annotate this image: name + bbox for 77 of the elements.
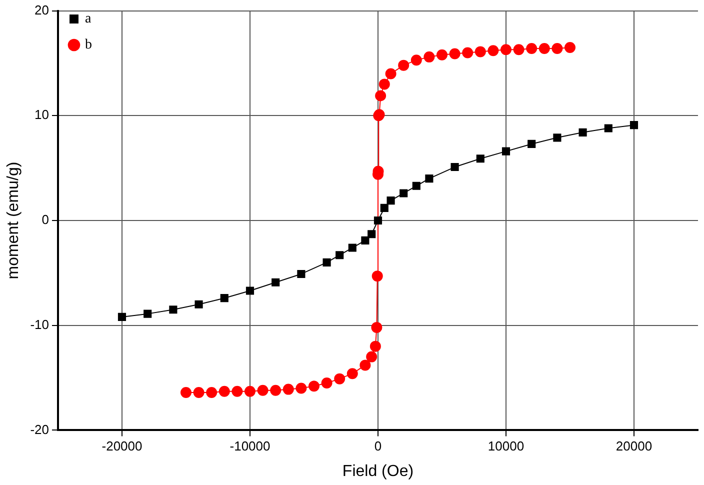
point xyxy=(246,286,254,295)
point xyxy=(424,51,435,62)
point xyxy=(385,68,396,80)
point xyxy=(564,42,576,53)
point xyxy=(334,373,346,384)
point xyxy=(375,90,386,102)
point xyxy=(372,270,383,282)
point xyxy=(578,128,587,136)
y-tick-label: 20 xyxy=(34,2,49,18)
point xyxy=(169,306,178,314)
point xyxy=(244,386,256,397)
point xyxy=(630,121,638,130)
point xyxy=(528,140,536,148)
point xyxy=(193,386,204,398)
point xyxy=(380,204,388,212)
point xyxy=(308,380,320,392)
point xyxy=(374,216,382,225)
y-tick-label: 10 xyxy=(34,107,49,122)
point xyxy=(604,124,612,132)
point xyxy=(370,340,381,352)
point xyxy=(144,310,152,318)
point xyxy=(272,278,280,286)
point xyxy=(232,386,243,397)
y-tick-label: -20 xyxy=(30,422,49,437)
point xyxy=(449,48,460,60)
point xyxy=(553,134,562,142)
x-tick-label: -20000 xyxy=(102,438,142,454)
point xyxy=(412,182,420,190)
x-tick-label: 0 xyxy=(374,438,382,454)
point xyxy=(552,43,563,54)
point xyxy=(526,43,538,54)
point xyxy=(378,78,390,90)
point xyxy=(366,351,378,362)
point xyxy=(118,312,126,321)
point xyxy=(462,47,474,58)
point xyxy=(400,189,408,198)
point xyxy=(257,384,268,396)
point xyxy=(206,386,218,398)
point xyxy=(476,154,484,163)
point xyxy=(474,46,486,58)
y-tick-label: -10 xyxy=(30,316,49,332)
x-tick-label: 20000 xyxy=(616,438,652,454)
point xyxy=(398,60,410,71)
x-tick-label: 10000 xyxy=(488,438,524,454)
point xyxy=(296,382,307,394)
x-axis-title: Field (Oe) xyxy=(342,462,414,480)
point xyxy=(436,49,448,60)
point xyxy=(386,196,395,205)
point xyxy=(336,251,344,260)
legend-label: a xyxy=(84,12,92,27)
y-tick-label: 0 xyxy=(42,212,49,228)
point xyxy=(321,378,332,389)
point xyxy=(220,294,228,302)
point xyxy=(425,174,434,183)
point xyxy=(346,368,358,380)
point xyxy=(500,44,512,56)
point xyxy=(538,43,550,54)
point xyxy=(361,236,370,244)
point xyxy=(322,258,331,266)
point xyxy=(282,384,294,395)
point xyxy=(297,270,306,278)
point xyxy=(348,244,356,252)
legend-label: b xyxy=(84,38,92,53)
point xyxy=(218,386,230,397)
point xyxy=(410,54,422,66)
point xyxy=(368,230,376,238)
point xyxy=(371,322,382,333)
x-tick-label: -10000 xyxy=(230,438,270,454)
point xyxy=(502,147,510,156)
point xyxy=(270,384,282,396)
point xyxy=(488,45,499,56)
point xyxy=(450,162,459,172)
point xyxy=(513,44,524,56)
point xyxy=(194,300,203,308)
point xyxy=(180,386,192,398)
point xyxy=(360,360,371,371)
y-axis-title: moment (emu/g) xyxy=(5,162,22,280)
